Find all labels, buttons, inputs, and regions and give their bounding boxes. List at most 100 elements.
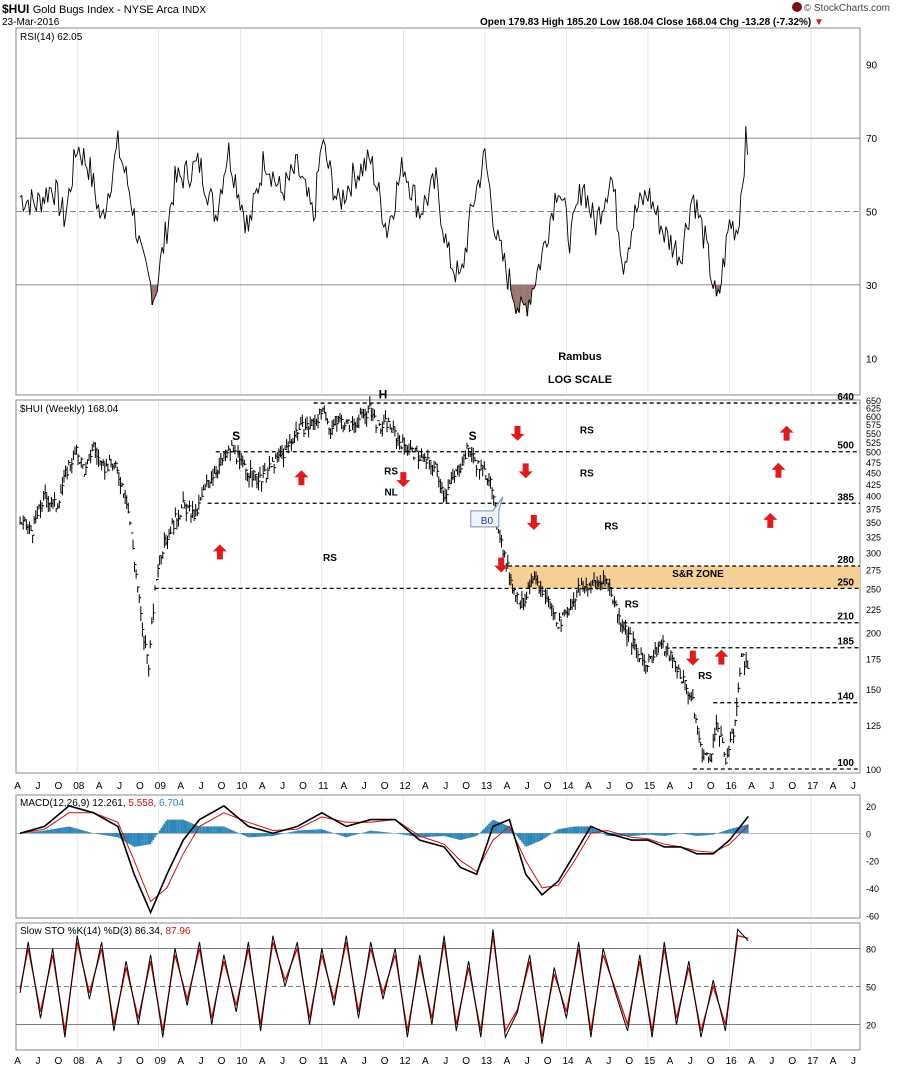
macd-histogram-bar xyxy=(467,833,470,839)
macd-histogram-bar xyxy=(303,830,305,834)
macd-histogram-bar xyxy=(187,821,189,834)
macd-histogram-bar xyxy=(671,833,674,835)
macd-histogram-bar xyxy=(293,831,296,834)
macd-histogram-bar xyxy=(295,830,297,834)
rsi-tick-label: 30 xyxy=(866,281,878,292)
macd-histogram-bar xyxy=(194,824,197,834)
macd-histogram-bar xyxy=(328,831,330,834)
macd-histogram-bar xyxy=(221,826,224,834)
macd-histogram-bar xyxy=(212,826,214,834)
macd-histogram-bar xyxy=(481,830,484,834)
macd-histogram-bar xyxy=(453,833,456,839)
macd-histogram-bar xyxy=(347,833,349,837)
macd-histogram-bar xyxy=(207,826,210,834)
macd-histogram-bar xyxy=(61,827,64,834)
macd-histogram-bar xyxy=(320,829,322,834)
macd-histogram-bar xyxy=(143,833,145,846)
x-axis-label: 10 xyxy=(236,781,248,792)
macd-histogram-bar xyxy=(309,829,311,834)
macd-histogram-bar xyxy=(734,827,736,834)
red-down-arrow-icon xyxy=(494,557,509,573)
macd-histogram-bar xyxy=(80,829,83,834)
macd-histogram-bar xyxy=(111,833,114,837)
x-axis-label-bottom: 08 xyxy=(73,1056,85,1067)
rsi-oversold-fill xyxy=(518,284,521,313)
macd-histogram-bar xyxy=(577,826,580,834)
x-axis-label: O xyxy=(218,781,226,792)
macd-histogram-bar xyxy=(345,833,348,838)
macd-histogram-bar xyxy=(69,826,72,834)
x-axis-label-bottom: 13 xyxy=(481,1056,493,1067)
macd-histogram-bar xyxy=(640,833,642,836)
macd-histogram-bar xyxy=(36,831,39,834)
macd-histogram-bar xyxy=(232,830,235,834)
x-axis-label-bottom: J xyxy=(117,1056,122,1067)
macd-histogram-bar xyxy=(78,829,81,834)
macd-histogram-bar xyxy=(444,833,446,837)
price-annotation-nl: NL xyxy=(384,488,397,499)
price-annotation-rs: RS xyxy=(698,671,712,682)
macd-histogram-bar xyxy=(31,831,34,834)
rsi-oversold-fill xyxy=(154,284,157,297)
x-axis-label-bottom: A xyxy=(96,1056,103,1067)
macd-histogram-bar xyxy=(129,833,131,845)
macd-histogram-bar xyxy=(713,833,716,835)
macd-histogram-bar xyxy=(379,831,382,834)
macd-histogram-bar xyxy=(627,833,630,836)
price-tick-label: 200 xyxy=(866,628,881,638)
rsi-oversold-fill xyxy=(717,284,720,290)
x-axis-label-bottom: A xyxy=(504,1056,511,1067)
macd-histogram-bar xyxy=(188,822,191,834)
macd-histogram-bar xyxy=(44,830,46,834)
macd-histogram-bar xyxy=(287,832,290,834)
rsi-tick-label: 90 xyxy=(866,61,878,72)
macd-histogram-bar xyxy=(177,819,180,834)
macd-histogram-bar xyxy=(114,833,117,837)
macd-histogram-bar xyxy=(599,831,602,834)
macd-histogram-bar xyxy=(579,826,581,834)
macd-histogram-bar xyxy=(607,833,609,836)
macd-histogram-bar xyxy=(528,833,531,846)
macd-histogram-bar xyxy=(278,833,280,835)
macd-histogram-bar xyxy=(488,823,490,834)
red-up-arrow-icon xyxy=(779,425,794,441)
macd-histogram-bar xyxy=(543,833,545,839)
sto-k-line xyxy=(19,928,749,1044)
macd-histogram-bar xyxy=(33,831,35,834)
macd-histogram-bar xyxy=(688,833,691,835)
x-axis-label: O xyxy=(381,781,389,792)
macd-histogram-bar xyxy=(336,833,338,835)
sto-d-line xyxy=(19,934,749,1038)
price-tick-label: 375 xyxy=(866,504,881,514)
macd-histogram-bar xyxy=(210,826,213,834)
macd-histogram-bar xyxy=(699,833,702,836)
macd-histogram-bar xyxy=(405,833,407,836)
macd-histogram-bar xyxy=(107,833,109,836)
macd-histogram-bar xyxy=(331,832,333,834)
x-axis-label-bottom: A xyxy=(585,1056,592,1067)
macd-histogram-bar xyxy=(458,833,460,840)
macd-histogram-bar xyxy=(370,830,373,834)
price-tick-label: 225 xyxy=(866,605,881,615)
macd-histogram-bar xyxy=(456,833,459,840)
x-axis-label: J xyxy=(280,781,285,792)
macd-histogram-bar xyxy=(89,832,92,834)
macd-histogram-bar xyxy=(215,826,217,834)
macd-histogram-bar xyxy=(246,833,249,837)
macd-histogram-bar xyxy=(372,830,374,834)
macd-histogram-bar xyxy=(83,830,86,834)
macd-histogram-bar xyxy=(161,825,164,834)
macd-histogram-bar xyxy=(459,833,462,841)
x-axis-label: 11 xyxy=(318,781,329,792)
macd-histogram-bar xyxy=(400,833,402,835)
x-axis-label-bottom: J xyxy=(36,1056,41,1067)
rsi-oversold-fill xyxy=(152,284,155,300)
x-axis-label-bottom: 14 xyxy=(563,1056,575,1067)
macd-histogram-bar xyxy=(602,833,605,834)
macd-histogram-bar xyxy=(723,830,725,834)
x-axis-label: 17 xyxy=(807,781,819,792)
sto-tick-label: 50 xyxy=(866,983,876,993)
macd-histogram-bar xyxy=(38,831,40,834)
macd-histogram-bar xyxy=(463,833,465,840)
